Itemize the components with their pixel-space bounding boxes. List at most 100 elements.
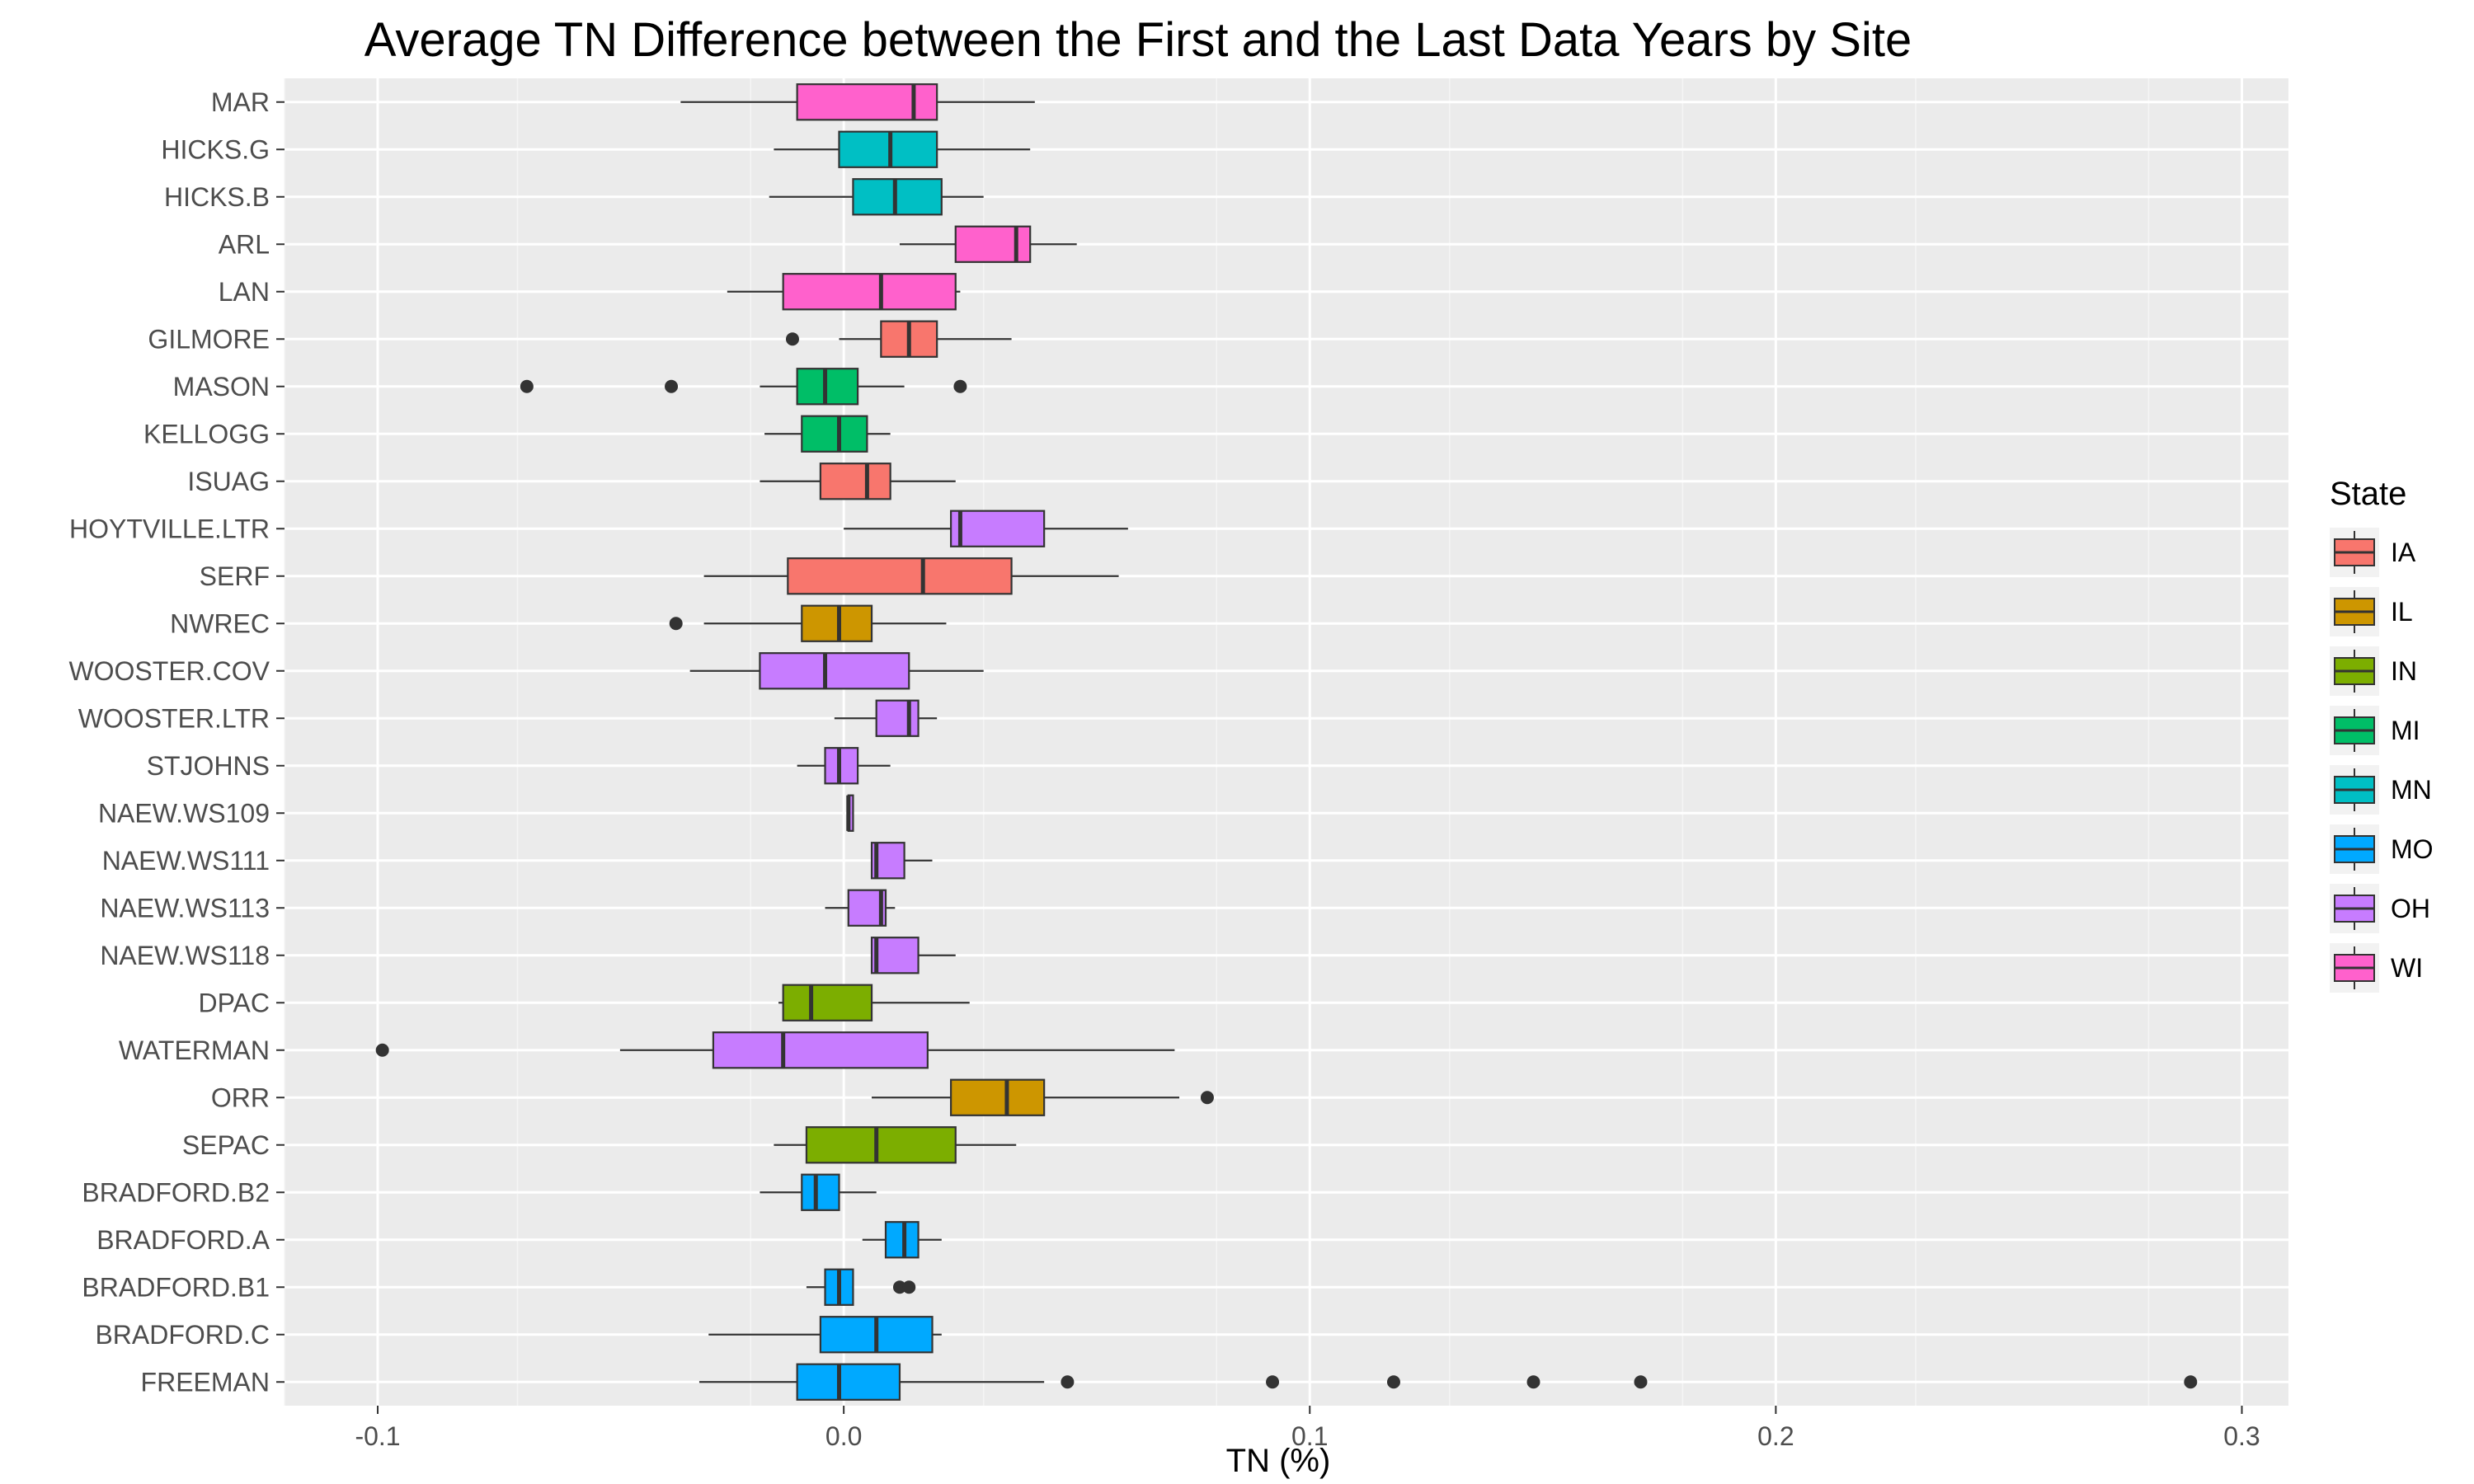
legend-label: MO xyxy=(2391,834,2434,864)
box-mar xyxy=(680,83,1035,121)
y-tick-label: BRADFORD.A xyxy=(96,1225,270,1255)
y-tick-label: GILMORE xyxy=(148,324,270,354)
outlier-point xyxy=(1634,1375,1648,1389)
y-tick-label: BRADFORD.C xyxy=(95,1320,270,1350)
outlier-point xyxy=(375,1043,389,1057)
legend-label: OH xyxy=(2391,894,2430,923)
y-tick-label: STJOHNS xyxy=(147,751,270,781)
box-serf xyxy=(703,557,1119,595)
box-iqr xyxy=(759,652,910,690)
y-tick-label: ISUAG xyxy=(187,467,270,496)
y-tick-label: SEPAC xyxy=(182,1130,270,1160)
outlier-point xyxy=(1061,1375,1075,1389)
box-naew-ws111 xyxy=(870,842,933,880)
y-tick-label: NWREC xyxy=(170,608,270,638)
box-kellogg xyxy=(764,415,891,453)
x-tick-label: 0.3 xyxy=(2223,1421,2260,1451)
outlier-point xyxy=(669,617,683,631)
y-tick-label: HICKS.G xyxy=(161,134,270,164)
y-tick-label: KELLOGG xyxy=(143,419,270,448)
y-tick-label: BRADFORD.B1 xyxy=(82,1272,270,1302)
box-series xyxy=(375,83,2198,1401)
box-lan xyxy=(727,273,961,311)
box-iqr xyxy=(796,368,859,406)
legend-entry-in: IN xyxy=(2330,646,2417,696)
box-isuag xyxy=(760,463,956,500)
y-tick-label: SERF xyxy=(200,561,270,591)
box-iqr xyxy=(801,1173,840,1211)
outlier-point xyxy=(1526,1375,1540,1389)
box-iqr xyxy=(852,178,943,216)
box-bradford-c xyxy=(708,1316,942,1354)
box-hicks-b xyxy=(769,178,984,216)
legend-label: MI xyxy=(2391,716,2420,745)
box-wooster-ltr xyxy=(834,699,938,737)
box-iqr xyxy=(796,83,938,121)
y-tick-label: NAEW.WS109 xyxy=(98,798,270,828)
box-iqr xyxy=(870,937,920,974)
box-hicks-g xyxy=(774,130,1031,168)
box-nwrec xyxy=(669,604,947,642)
box-arl xyxy=(899,225,1077,263)
legend-entry-mn: MN xyxy=(2330,765,2432,815)
y-tick-label: HOYTVILLE.LTR xyxy=(69,514,270,543)
box-hoytville-ltr xyxy=(844,510,1128,547)
legend-title: State xyxy=(2330,476,2406,512)
box-naew-ws118 xyxy=(870,937,956,974)
y-tick-label: MAR xyxy=(211,87,270,117)
box-naew-ws113 xyxy=(825,889,896,927)
box-iqr xyxy=(819,463,891,500)
outlier-point xyxy=(785,332,799,346)
y-tick-label: LAN xyxy=(219,277,270,307)
x-tick-label: 0.1 xyxy=(1291,1421,1328,1451)
box-iqr xyxy=(884,1221,920,1259)
y-tick-label: ARL xyxy=(219,229,270,259)
outlier-point xyxy=(953,379,967,393)
legend-label: IA xyxy=(2391,538,2416,567)
box-iqr xyxy=(838,130,938,168)
box-iqr xyxy=(875,699,920,737)
legend-entry-wi: WI xyxy=(2330,943,2423,993)
box-sepac xyxy=(774,1126,1017,1164)
box-freeman xyxy=(698,1363,2198,1401)
outlier-point xyxy=(665,379,679,393)
y-tick-label: BRADFORD.B2 xyxy=(82,1177,270,1207)
box-bradford-b1 xyxy=(806,1268,916,1306)
box-stjohns xyxy=(797,747,891,785)
legend-label: IN xyxy=(2391,656,2417,686)
outlier-point xyxy=(520,379,534,393)
box-iqr xyxy=(787,557,1013,595)
y-tick-label: ORR xyxy=(211,1082,270,1112)
x-tick-label: -0.1 xyxy=(355,1421,400,1451)
box-iqr xyxy=(954,225,1032,263)
grid-lines xyxy=(284,78,2288,1406)
box-iqr xyxy=(950,510,1046,547)
y-tick-label: WOOSTER.LTR xyxy=(78,703,270,733)
outlier-point xyxy=(892,1280,906,1294)
legend-entries: IA IL IN MI MN MO OH WI xyxy=(2330,528,2434,993)
outlier-point xyxy=(1386,1375,1400,1389)
legend-label: MN xyxy=(2391,775,2432,805)
x-tick-label: 0.0 xyxy=(825,1421,862,1451)
box-iqr xyxy=(801,415,868,453)
y-tick-label: HICKS.B xyxy=(164,182,270,212)
box-mason xyxy=(520,368,967,406)
box-iqr xyxy=(824,747,859,785)
y-tick-label: WATERMAN xyxy=(119,1036,270,1065)
chart-title: Average TN Difference between the First … xyxy=(365,13,1912,67)
x-axis-title: TN (%) xyxy=(1226,1443,1331,1479)
plot-panel xyxy=(285,78,2288,1406)
box-waterman xyxy=(375,1031,1175,1069)
box-dpac xyxy=(778,984,970,1021)
y-tick-label: NAEW.WS113 xyxy=(100,893,270,923)
y-tick-label: WOOSTER.COV xyxy=(68,656,270,686)
box-wooster-cov xyxy=(689,652,984,690)
box-iqr xyxy=(805,1126,957,1164)
y-tick-label: NAEW.WS118 xyxy=(100,941,270,970)
box-iqr xyxy=(796,1363,901,1401)
box-bradford-b2 xyxy=(760,1173,877,1211)
legend-entry-ia: IA xyxy=(2330,528,2416,577)
legend-entry-oh: OH xyxy=(2330,884,2430,933)
box-iqr xyxy=(801,604,873,642)
